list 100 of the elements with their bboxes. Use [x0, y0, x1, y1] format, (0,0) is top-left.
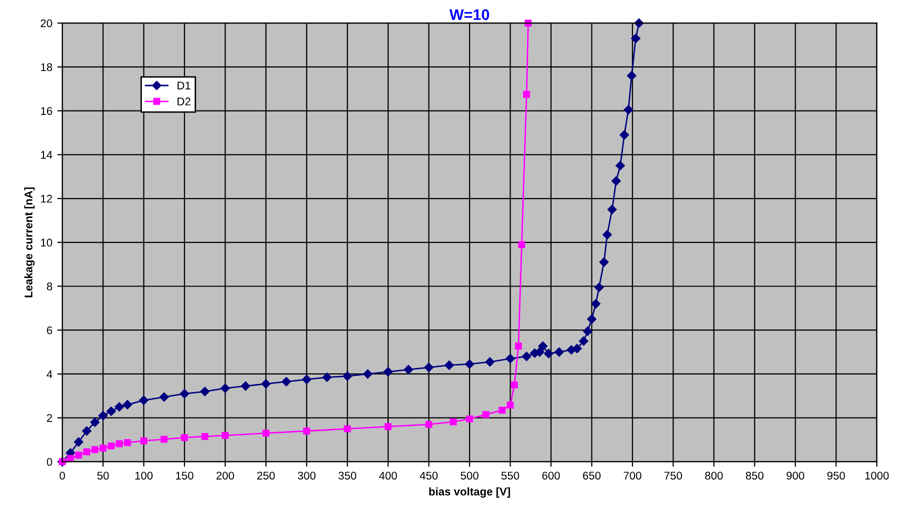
point	[425, 420, 432, 428]
point	[578, 336, 588, 346]
y-tick-label: 8	[46, 282, 52, 290]
point	[538, 342, 548, 351]
point	[510, 381, 518, 388]
point	[587, 314, 596, 324]
x-tick-label: 400	[379, 472, 397, 480]
point	[544, 348, 554, 358]
point	[222, 432, 229, 439]
point	[384, 423, 392, 430]
point	[514, 342, 522, 350]
point	[466, 415, 474, 422]
point	[594, 282, 604, 292]
point	[181, 434, 188, 442]
x-tick-label: 700	[624, 472, 642, 480]
point	[116, 440, 123, 448]
point	[616, 161, 625, 170]
x-tick-label: 50	[97, 472, 109, 480]
point	[524, 20, 532, 27]
point	[240, 381, 250, 391]
legend-label: D2	[178, 98, 190, 106]
x-tick-label: 750	[664, 472, 682, 480]
point	[554, 347, 564, 357]
y-tick-label: 14	[41, 151, 52, 159]
y-tick-label: 0	[46, 458, 52, 466]
x-tick-label: 200	[216, 472, 234, 480]
point	[82, 426, 92, 436]
x-tick-label: 0	[60, 472, 65, 480]
x-axis-title: bias voltage [V]	[429, 487, 510, 498]
x-tick-label: 950	[827, 472, 845, 480]
point	[159, 392, 169, 402]
point	[100, 444, 107, 452]
point	[506, 402, 514, 409]
x-tick-label: 600	[542, 472, 560, 480]
point	[220, 384, 230, 393]
point	[522, 352, 532, 362]
point	[75, 452, 82, 459]
point	[383, 367, 393, 376]
point	[106, 406, 116, 416]
point	[591, 299, 600, 308]
point	[74, 437, 84, 447]
point	[91, 446, 98, 454]
point	[612, 176, 621, 186]
y-tick-label: 16	[41, 107, 52, 115]
x-tick-label: 850	[746, 472, 764, 480]
point	[302, 374, 312, 384]
y-tick-label: 6	[46, 326, 52, 334]
point	[424, 362, 434, 372]
point	[114, 402, 124, 412]
x-tick-label: 150	[176, 472, 194, 480]
y-tick-label: 20	[40, 19, 52, 28]
y-tick-label: 18	[41, 63, 52, 72]
x-tick-label: 1000	[865, 472, 889, 480]
point	[506, 354, 515, 364]
point	[124, 439, 131, 446]
chart-title: W=10	[449, 9, 490, 20]
point	[624, 105, 634, 114]
x-tick-label: 350	[338, 472, 356, 480]
point	[139, 396, 148, 405]
point	[262, 430, 270, 437]
point	[322, 372, 332, 382]
y-axis-title: Leakage current [nA]	[24, 187, 35, 298]
x-tick-label: 450	[420, 472, 438, 480]
point	[444, 360, 454, 370]
x-tick-label: 300	[298, 472, 316, 480]
x-tick-label: 550	[501, 472, 520, 480]
point	[303, 428, 310, 434]
point	[344, 425, 351, 432]
point	[160, 436, 168, 443]
x-tick-label: 650	[583, 472, 601, 480]
point	[631, 34, 640, 44]
point	[498, 406, 506, 414]
point	[66, 454, 74, 462]
y-tick-label: 10	[41, 238, 52, 247]
x-tick-label: 500	[460, 472, 478, 480]
point	[363, 369, 372, 379]
x-tick-label: 100	[135, 472, 153, 480]
point	[180, 389, 190, 398]
point	[450, 418, 457, 426]
point	[518, 241, 526, 248]
point	[90, 418, 100, 427]
x-tick-label: 800	[705, 472, 723, 480]
point	[201, 433, 208, 440]
x-tick-label: 250	[257, 472, 275, 480]
point	[200, 386, 210, 396]
point	[485, 357, 495, 367]
point	[602, 230, 612, 240]
y-tick-label: 4	[46, 370, 52, 378]
point	[122, 400, 132, 410]
y-tick-label: 2	[46, 414, 52, 422]
point	[282, 377, 291, 386]
point	[342, 372, 352, 381]
point	[98, 411, 108, 420]
point	[627, 71, 636, 80]
y-tick-label: 12	[41, 194, 52, 203]
point	[464, 359, 474, 369]
point	[620, 130, 629, 140]
point	[140, 437, 148, 444]
point	[404, 364, 414, 374]
point	[261, 379, 271, 388]
